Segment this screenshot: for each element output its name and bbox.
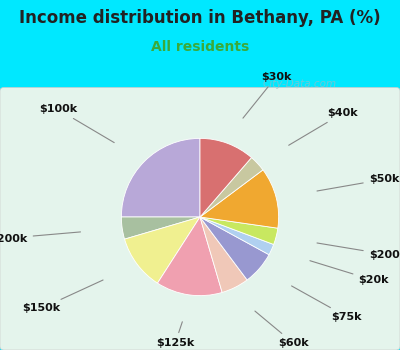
Wedge shape (121, 217, 200, 239)
Text: City-Data.com: City-Data.com (263, 79, 337, 89)
Text: $75k: $75k (292, 286, 362, 322)
Wedge shape (200, 217, 274, 255)
Text: $40k: $40k (289, 108, 358, 145)
Text: All residents: All residents (151, 40, 249, 54)
Text: $60k: $60k (255, 311, 308, 348)
Text: $200k: $200k (317, 243, 400, 260)
Wedge shape (200, 217, 278, 245)
Text: $150k: $150k (22, 280, 103, 313)
Text: $50k: $50k (317, 174, 399, 191)
FancyBboxPatch shape (0, 88, 400, 350)
Wedge shape (200, 158, 263, 217)
Wedge shape (124, 217, 200, 283)
Wedge shape (200, 138, 252, 217)
Wedge shape (158, 217, 222, 296)
Text: > $200k: > $200k (0, 232, 80, 244)
Wedge shape (200, 217, 247, 293)
Text: $30k: $30k (243, 72, 291, 118)
Text: $20k: $20k (310, 261, 389, 285)
Wedge shape (121, 138, 200, 217)
Text: $125k: $125k (156, 322, 194, 348)
Wedge shape (200, 170, 279, 228)
Text: Income distribution in Bethany, PA (%): Income distribution in Bethany, PA (%) (19, 9, 381, 27)
Wedge shape (200, 217, 269, 280)
Text: $100k: $100k (39, 104, 114, 142)
